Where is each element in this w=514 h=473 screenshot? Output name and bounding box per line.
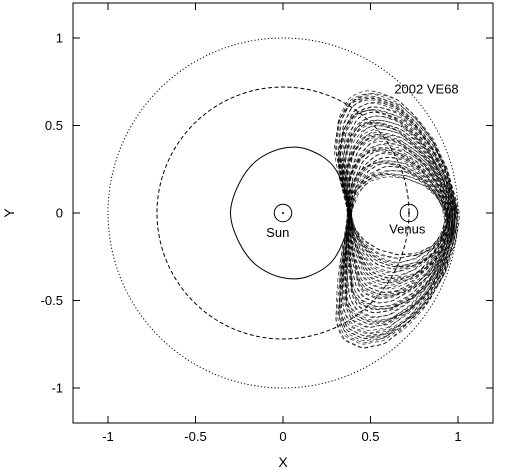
asteroid-orbit-curve <box>343 120 455 318</box>
asteroid-orbit-curve <box>349 174 448 259</box>
circle-3 <box>399 203 419 223</box>
asteroid-orbit-curve <box>340 109 456 328</box>
x-tick-label: -0.5 <box>184 429 206 444</box>
asteroid-orbit-curve <box>348 152 450 282</box>
y-tick-label: 0 <box>56 206 63 221</box>
asteroid-orbit-curve <box>342 119 455 319</box>
asteroid-orbit-curve <box>344 129 454 308</box>
asteroid-orbit-curve <box>348 162 448 270</box>
asteroid-orbit-curve <box>342 111 455 325</box>
x-tick-label: 0.5 <box>361 429 379 444</box>
circle-0 <box>107 37 459 389</box>
axis-ticks: -1 -0.5 0 0.5 1 -1 -0.5 0 0.5 1 <box>41 3 493 444</box>
asteroid-orbit-curve <box>346 138 451 296</box>
x-axis-label: X <box>278 454 288 470</box>
asteroid-orbit-curve <box>338 97 457 339</box>
x-tick-label: 1 <box>454 429 461 444</box>
asteroid-orbit-curve <box>345 125 453 310</box>
y-axis-label: Y <box>1 208 17 218</box>
asteroid-orbit-curve <box>347 173 445 256</box>
asteroid-orbit-curve <box>348 173 448 259</box>
asteroid-orbit-family <box>333 90 460 349</box>
centre-dot-1 <box>408 212 410 214</box>
annotation-label: 2002 VE68 <box>394 81 458 96</box>
asteroid-orbit-curve <box>333 93 460 349</box>
annotations: 2002 VE68 Sun Venus <box>266 81 458 240</box>
inner-solid-loop <box>229 146 351 280</box>
plot-area <box>107 37 460 389</box>
asteroid-orbit-curve <box>343 111 454 323</box>
circle-2 <box>273 203 293 223</box>
x-tick-label: 0 <box>279 429 286 444</box>
asteroid-orbit-curve <box>348 160 450 274</box>
annotation-label: Sun <box>266 225 289 240</box>
asteroid-orbit-curve <box>341 109 455 328</box>
y-tick-label: 1 <box>56 31 63 46</box>
asteroid-orbit-curve <box>337 101 458 338</box>
asteroid-orbit-curve <box>347 162 446 267</box>
centre-dot-0 <box>282 212 284 214</box>
asteroid-orbit-curve <box>346 132 453 304</box>
asteroid-orbit-curve <box>338 97 456 339</box>
y-tick-label: -0.5 <box>41 293 63 308</box>
asteroid-orbit-curve <box>349 170 449 264</box>
annotation-label: Venus <box>389 221 426 236</box>
asteroid-orbit-curve <box>343 110 453 324</box>
asteroid-orbit-curve <box>345 133 454 304</box>
asteroid-orbit-curve <box>348 146 449 286</box>
x-tick-label: -1 <box>102 429 114 444</box>
asteroid-orbit-curve <box>348 176 447 255</box>
y-tick-label: -1 <box>51 381 63 396</box>
asteroid-orbit-curve <box>345 128 453 308</box>
y-tick-label: 0.5 <box>45 118 63 133</box>
